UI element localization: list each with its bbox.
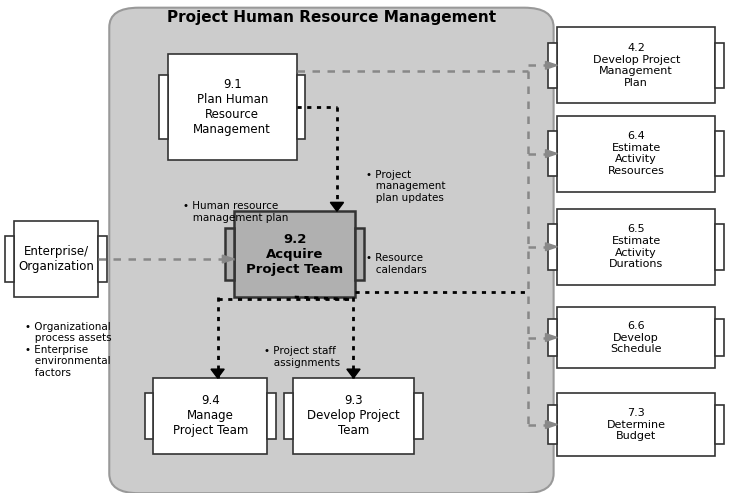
Text: 6.4
Estimate
Activity
Resources: 6.4 Estimate Activity Resources	[608, 131, 665, 176]
Bar	[225, 228, 234, 280]
Text: Project Human Resource Management: Project Human Resource Management	[167, 10, 496, 25]
Polygon shape	[545, 334, 557, 341]
Bar	[557, 307, 715, 368]
Text: 7.3
Determine
Budget: 7.3 Determine Budget	[607, 408, 666, 441]
Text: 9.2
Acquire
Project Team: 9.2 Acquire Project Team	[246, 233, 343, 276]
Text: 4.2
Develop Project
Management
Plan: 4.2 Develop Project Management Plan	[593, 43, 680, 88]
Bar	[355, 228, 364, 280]
Text: 6.6
Develop
Schedule: 6.6 Develop Schedule	[610, 321, 662, 354]
Bar	[557, 27, 715, 103]
Polygon shape	[545, 62, 557, 69]
Bar	[168, 54, 297, 160]
Text: • Project
   management
   plan updates: • Project management plan updates	[366, 170, 445, 203]
Polygon shape	[545, 421, 557, 429]
Bar	[557, 209, 715, 285]
Text: Enterprise/
Organization: Enterprise/ Organization	[18, 245, 94, 273]
Polygon shape	[545, 150, 557, 158]
Bar	[14, 221, 98, 297]
Bar	[715, 43, 724, 88]
Bar	[159, 75, 168, 138]
Bar	[414, 393, 423, 439]
Bar	[715, 319, 724, 356]
Bar	[548, 319, 557, 356]
Bar	[297, 75, 306, 138]
Bar	[293, 378, 414, 454]
Bar	[5, 236, 14, 282]
Bar	[548, 131, 557, 177]
Bar	[557, 116, 715, 191]
Bar	[98, 236, 107, 282]
Polygon shape	[211, 369, 224, 378]
FancyBboxPatch shape	[110, 7, 554, 493]
Bar	[144, 393, 153, 439]
Text: • Resource
   calendars: • Resource calendars	[366, 253, 427, 274]
Bar	[715, 405, 724, 444]
Bar	[557, 393, 715, 456]
Text: 9.3
Develop Project
Team: 9.3 Develop Project Team	[307, 394, 400, 437]
Text: 9.4
Manage
Project Team: 9.4 Manage Project Team	[172, 394, 248, 437]
Polygon shape	[545, 243, 557, 250]
Bar	[715, 224, 724, 270]
Bar	[153, 378, 267, 454]
Bar	[267, 393, 276, 439]
Bar	[548, 43, 557, 88]
Text: • Human resource
   management plan: • Human resource management plan	[183, 201, 288, 223]
Bar	[715, 131, 724, 177]
Polygon shape	[347, 369, 360, 378]
Bar	[284, 393, 293, 439]
Polygon shape	[330, 202, 343, 211]
Bar	[234, 211, 355, 297]
Text: 6.5
Estimate
Activity
Durations: 6.5 Estimate Activity Durations	[609, 224, 663, 269]
Bar	[548, 405, 557, 444]
Text: • Organizational
   process assets
• Enterprise
   environmental
   factors: • Organizational process assets • Enterp…	[25, 321, 112, 378]
Polygon shape	[223, 255, 234, 263]
Text: 9.1
Plan Human
Resource
Management: 9.1 Plan Human Resource Management	[193, 78, 272, 136]
Bar	[548, 224, 557, 270]
Text: • Project staff
   assignments: • Project staff assignments	[263, 346, 340, 368]
